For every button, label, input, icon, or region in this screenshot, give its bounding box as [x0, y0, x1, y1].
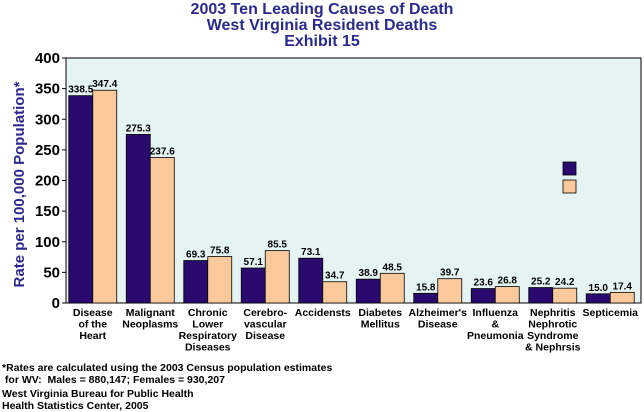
x-category-label: Malignant	[126, 307, 176, 319]
male-bar	[298, 257, 324, 304]
y-tick-label: 350	[35, 81, 60, 98]
x-category-label: Syndrome	[527, 330, 579, 342]
female-bar	[207, 256, 233, 304]
x-category-label: Disease	[245, 330, 285, 342]
x-category-label: &	[491, 319, 499, 331]
y-axis-label: Rate per 100,000 Population*	[11, 81, 28, 287]
female-value-label: 237.6	[150, 146, 175, 157]
female-bar	[264, 250, 290, 304]
footnote-population-note: for WV: Males = 880,147; Females = 930,2…	[2, 374, 225, 386]
chart-title-line-3: Exhibit 15	[284, 33, 360, 50]
x-category-label: vascular	[244, 319, 287, 331]
female-bar	[552, 287, 578, 304]
female-bar	[437, 278, 463, 304]
legend-swatch-male	[562, 161, 577, 176]
x-category-label: Accidensts	[295, 307, 351, 319]
x-category-label: Diseases	[185, 342, 231, 354]
female-bar	[609, 291, 635, 304]
x-category-label: Pneumonia	[467, 330, 524, 342]
y-tick-label: 300	[35, 111, 60, 128]
y-tick-label: 250	[35, 142, 60, 159]
female-value-label: 75.8	[210, 246, 230, 257]
male-value-label: 38.9	[359, 268, 379, 279]
y-tick-label: 150	[35, 203, 60, 220]
y-tick-label: 50	[43, 264, 60, 281]
y-tick-label: 100	[35, 234, 60, 251]
male-bar	[528, 287, 554, 304]
female-value-label: 34.7	[325, 271, 345, 282]
male-value-label: 15.8	[416, 282, 436, 293]
x-category-label: Chronic	[188, 307, 228, 319]
x-category-label: Heart	[79, 330, 106, 342]
male-value-label: 275.3	[126, 123, 151, 134]
male-value-label: 57.1	[244, 257, 264, 268]
y-tick-label: 0	[52, 295, 60, 312]
x-category-label: Septicemia	[583, 307, 639, 319]
male-value-label: 338.5	[68, 85, 93, 96]
source-line-2: Health Statistics Center, 2005	[2, 400, 149, 412]
male-value-label: 73.1	[301, 247, 321, 258]
legend-swatch-female	[562, 179, 577, 194]
female-value-label: 17.4	[613, 281, 633, 292]
female-value-label: 39.7	[440, 268, 460, 279]
y-tick-label: 400	[35, 50, 60, 67]
female-bar	[379, 272, 405, 304]
male-value-label: 25.2	[531, 277, 551, 288]
x-category-label: & Nephrsis	[525, 342, 581, 354]
x-category-label: Respiratory	[179, 330, 238, 342]
male-bar	[183, 260, 209, 304]
male-bar	[355, 278, 381, 304]
female-value-label: 48.5	[383, 262, 403, 273]
male-bar	[125, 133, 151, 304]
male-bar	[470, 288, 496, 304]
x-category-label: Cerebro-	[243, 307, 287, 319]
female-bar	[149, 157, 175, 304]
male-value-label: 23.6	[474, 278, 494, 289]
female-bar	[92, 89, 118, 304]
female-value-label: 24.2	[555, 277, 575, 288]
female-bar	[322, 281, 348, 304]
female-value-label: 26.8	[498, 276, 518, 287]
x-category-label: Disease	[418, 319, 458, 331]
male-value-label: 69.3	[186, 250, 206, 261]
source-line-1: West Virginia Bureau for Public Health	[2, 388, 194, 400]
chart-title-line-2: West Virginia Resident Deaths	[206, 17, 438, 34]
x-category-label: Nephrotic	[528, 319, 577, 331]
male-bar	[68, 95, 94, 304]
x-category-label: Disease	[73, 307, 113, 319]
female-value-label: 347.4	[92, 79, 117, 90]
x-category-label: Neoplasms	[122, 319, 178, 331]
x-category-label: Influenza	[472, 307, 518, 319]
male-bar	[413, 292, 439, 304]
x-category-label: Lower	[192, 319, 223, 331]
male-value-label: 15.0	[589, 283, 609, 294]
chart-title-line-1: 2003 Ten Leading Causes of Death	[190, 1, 454, 18]
female-bar	[494, 286, 520, 304]
male-bar	[585, 293, 611, 304]
footnote-rate-note: *Rates are calculated using the 2003 Cen…	[2, 362, 333, 374]
female-value-label: 85.5	[268, 240, 288, 251]
male-bar	[240, 267, 266, 304]
x-category-label: Mellitus	[361, 319, 400, 331]
x-category-label: Diabetes	[358, 307, 402, 319]
y-tick-label: 200	[35, 173, 60, 190]
x-category-label: of the	[78, 319, 107, 331]
x-category-label: Alzheimer's	[408, 307, 467, 319]
x-category-label: Nephritis	[530, 307, 576, 319]
